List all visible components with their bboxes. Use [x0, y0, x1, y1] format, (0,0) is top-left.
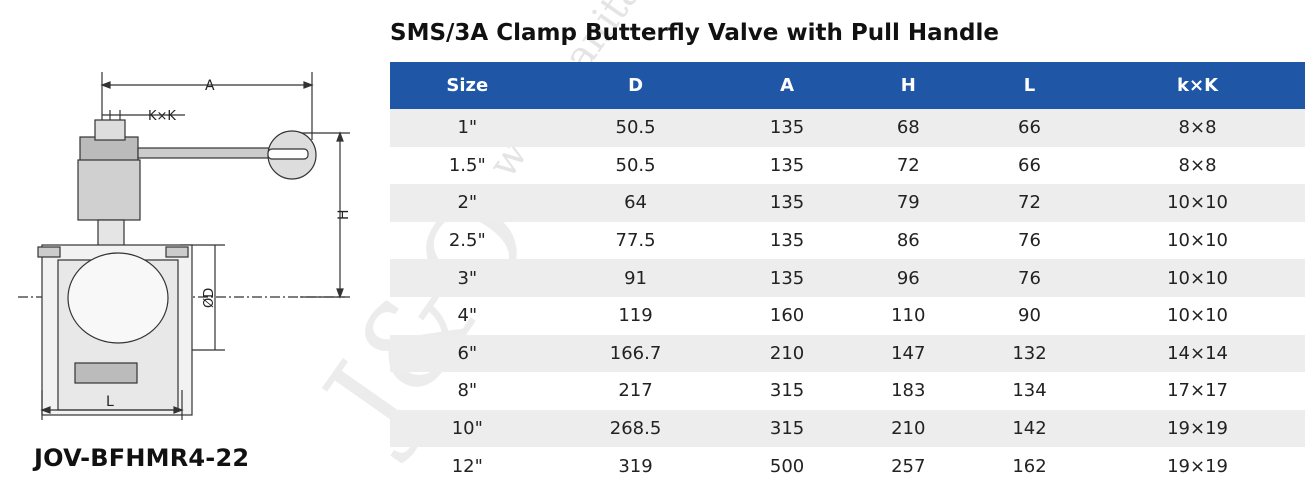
table-cell: 77.5 [615, 230, 656, 252]
table-cell: 134 [1012, 380, 1047, 402]
table-cell: 3" [390, 259, 545, 297]
table-cell: 50.5 [544, 109, 727, 147]
table-cell: 135 [726, 109, 848, 147]
table-cell: 8×8 [1090, 109, 1305, 147]
table-cell: 119 [618, 305, 653, 327]
table-row: 6" 166.7 210 147 132 14×14 [390, 334, 1305, 373]
header-a: A [726, 62, 848, 109]
table-cell: 135 [726, 184, 848, 222]
table-row: 2" 64 135 79 72 10×10 [390, 184, 1305, 222]
table-row: 4" 119 160 110 90 10×10 [390, 297, 1305, 335]
table-cell: 79 [847, 184, 969, 222]
table-cell: 19×19 [1090, 409, 1305, 448]
table-cell: 72 [896, 154, 920, 176]
table-cell: 135 [726, 259, 848, 297]
table-cell: 4" [457, 305, 478, 327]
table-cell: 12" [451, 455, 483, 477]
table-cell: 162 [1012, 455, 1047, 477]
table-cell: 135 [769, 154, 805, 176]
table-cell: 142 [968, 409, 1091, 448]
table-cell: 500 [769, 455, 805, 477]
dimension-d-label: ØD [202, 288, 217, 308]
table-cell: 19×19 [1167, 455, 1228, 477]
table-cell: 76 [1018, 230, 1041, 252]
dimension-a-label: A [205, 78, 215, 94]
dimension-h-label: H [336, 209, 352, 220]
header-d: D [544, 62, 727, 109]
header-l: L [968, 62, 1091, 109]
table-cell: 68 [847, 109, 969, 147]
table-cell: 66 [1018, 154, 1041, 176]
table-cell: 10×10 [1167, 230, 1228, 252]
table-row: 2.5" 77.5 135 86 76 10×10 [390, 222, 1305, 260]
table-cell: 8×8 [1178, 154, 1217, 176]
header-h: H [847, 62, 969, 109]
table-cell: 166.7 [544, 334, 727, 373]
table-cell: 319 [618, 455, 653, 477]
table-cell: 91 [544, 259, 727, 297]
table-cell: 76 [968, 259, 1091, 297]
table-row: 1" 50.5 135 68 66 8×8 [390, 109, 1305, 147]
table-cell: 257 [891, 455, 926, 477]
valve-technical-drawing: A K×K H ØD L [18, 72, 352, 420]
dimension-kk-label: K×K [148, 109, 176, 124]
table-cell: 2" [390, 184, 545, 222]
table-cell: 10" [390, 409, 545, 448]
table-cell: 1.5" [448, 154, 486, 176]
table-cell: 2.5" [448, 230, 486, 252]
table-cell: 72 [968, 184, 1091, 222]
header-kk: k×K [1090, 62, 1305, 109]
table-cell: 50.5 [615, 154, 656, 176]
table-cell: 268.5 [544, 409, 727, 448]
table-cell: 90 [1018, 305, 1041, 327]
table-row: 12" 319 500 257 162 19×19 [390, 447, 1305, 485]
table-row: 10" 268.5 315 210 142 19×19 [390, 409, 1305, 448]
table-cell: 135 [769, 230, 805, 252]
table-header-row: Size D A H L k×K [390, 62, 1305, 109]
table-cell: 10×10 [1167, 305, 1228, 327]
table-cell: 147 [847, 334, 969, 373]
table-row: 8" 217 315 183 134 17×17 [390, 372, 1305, 410]
table-cell: 1" [390, 109, 545, 147]
table-cell: 6" [390, 334, 545, 373]
page-title: SMS/3A Clamp Butterfly Valve with Pull H… [390, 20, 999, 46]
table-cell: 10×10 [1090, 259, 1305, 297]
table-cell: 8" [457, 380, 478, 402]
table-cell: 14×14 [1090, 334, 1305, 373]
table-cell: 315 [769, 380, 805, 402]
table-cell: 210 [847, 409, 969, 448]
header-size: Size [390, 62, 545, 109]
table-cell: 183 [891, 380, 926, 402]
model-code: JOV-BFHMR4-22 [34, 444, 250, 472]
table-cell: 160 [769, 305, 805, 327]
spec-table: Size D A H L k×K 1" 50.5 135 68 66 8×8 1.5" 50.… [390, 62, 1305, 485]
table-cell: 315 [726, 409, 848, 448]
table-cell: 210 [726, 334, 848, 373]
table-cell: 66 [968, 109, 1091, 147]
table-cell: 86 [896, 230, 920, 252]
table-cell: 64 [544, 184, 727, 222]
table-cell: 96 [847, 259, 969, 297]
table-row: 1.5" 50.5 135 72 66 8×8 [390, 147, 1305, 185]
table-cell: 17×17 [1167, 380, 1228, 402]
table-cell: 217 [618, 380, 653, 402]
table-cell: 110 [891, 305, 926, 327]
dimension-l-label: L [106, 394, 114, 410]
table-cell: 10×10 [1090, 184, 1305, 222]
table-row: 3" 91 135 96 76 10×10 [390, 259, 1305, 297]
table-cell: 132 [968, 334, 1091, 373]
